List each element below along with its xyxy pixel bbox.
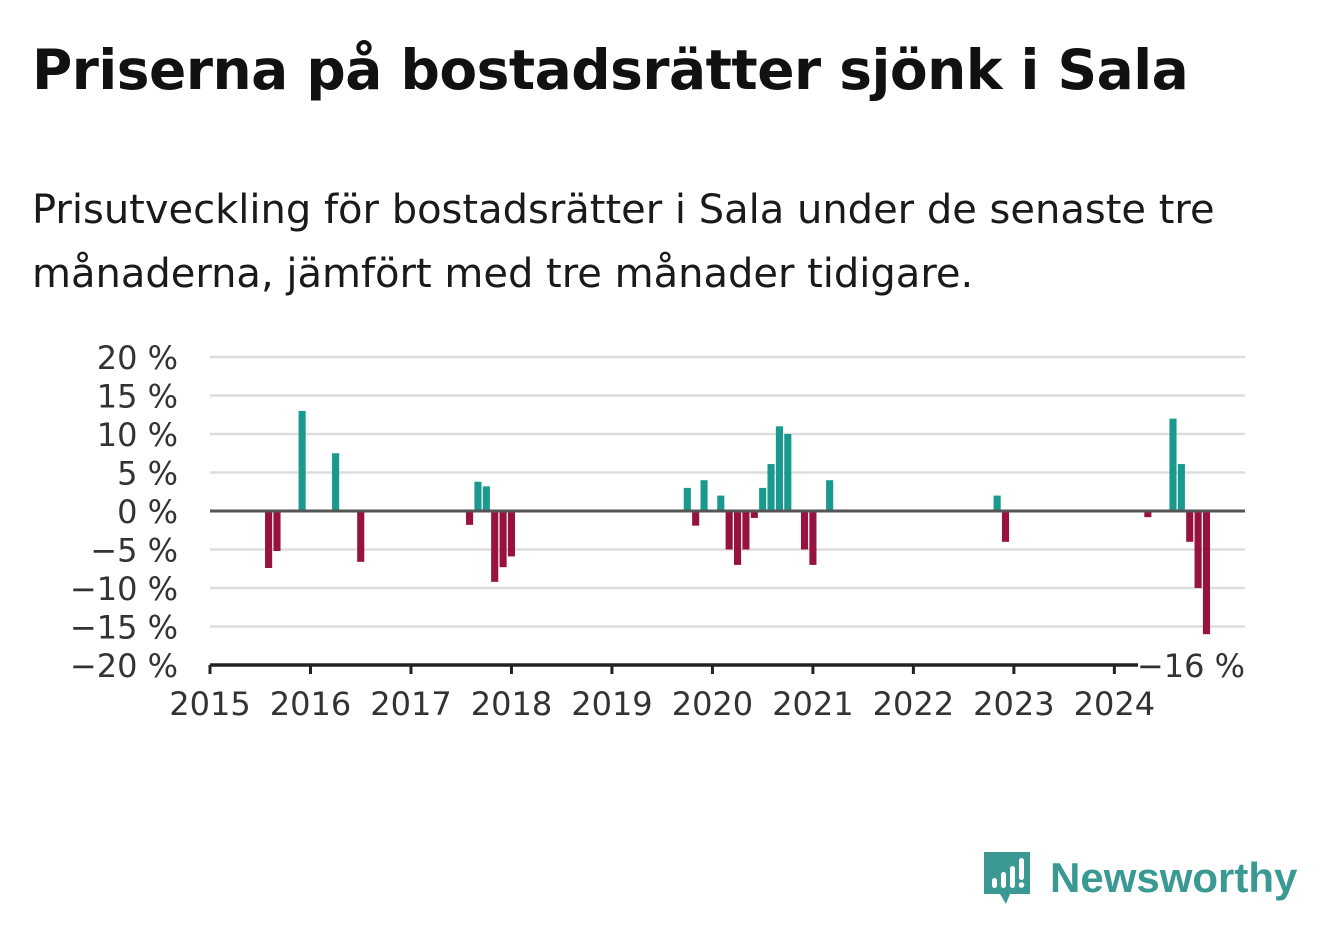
y-tick-label: −15 % [70,609,178,647]
bar [826,480,834,511]
grid-lines [210,355,1245,628]
bar [265,511,273,568]
bar [784,434,792,511]
x-tick-label: 2019 [571,685,652,723]
bar [1186,511,1194,542]
bar [700,480,708,511]
bar [750,511,758,518]
bar [742,511,750,550]
x-tick-label: 2022 [873,685,954,723]
x-tick-label: 2016 [270,685,351,723]
bar [1144,511,1152,518]
bar [1169,418,1177,511]
axes [208,509,1245,674]
bar [725,511,733,550]
y-tick-label: −10 % [70,570,178,608]
bar [800,511,809,550]
bar [474,481,482,511]
bar [332,453,340,511]
bar [357,511,365,562]
y-tick-label: −5 % [90,532,178,570]
brand-logo: Newsworthy [980,848,1297,908]
bar-chart: 20 %15 %10 %5 %0 %−5 %−10 %−15 %−20 %201… [70,339,1245,723]
bar [491,511,499,582]
bar [692,511,700,526]
bar [507,511,516,557]
brand-name: Newsworthy [1050,854,1298,901]
x-tick-label: 2018 [471,685,552,723]
bar [775,426,783,511]
bar [759,487,767,511]
bar [273,511,281,552]
y-tick-label: 5 % [117,455,178,493]
bar [683,487,691,511]
last-value-label: −16 % [1137,647,1245,685]
bar [1202,511,1211,635]
x-tick-label: 2017 [370,685,451,723]
bar [717,495,725,511]
bar [482,486,490,511]
bar [1177,464,1185,511]
x-tick-label: 2024 [1074,685,1155,723]
bar [466,511,474,525]
y-tick-label: 20 % [97,339,178,377]
y-tick-label: −20 % [70,647,178,685]
x-tick-label: 2023 [973,685,1054,723]
tick-labels: 20 %15 %10 %5 %0 %−5 %−10 %−15 %−20 %201… [70,339,1245,723]
x-tick-label: 2015 [169,685,250,723]
newsworthy-logo-icon [984,852,1030,904]
y-tick-label: 10 % [97,416,178,454]
bar [993,495,1001,511]
y-tick-label: 0 % [117,493,178,531]
x-tick-label: 2020 [672,685,753,723]
chart-subtitle: Prisutveckling för bostadsrätter i Sala … [32,187,1215,297]
bar [733,511,742,565]
chart-title: Priserna på bostadsrätter sjönk i Sala [32,38,1189,102]
bar [767,464,775,511]
bar [1001,511,1010,542]
bar [1194,511,1202,588]
bar [499,511,507,568]
bar [809,511,817,565]
x-tick-label: 2021 [772,685,853,723]
bars [265,410,1211,635]
bar [298,410,306,511]
y-tick-label: 15 % [97,378,178,416]
